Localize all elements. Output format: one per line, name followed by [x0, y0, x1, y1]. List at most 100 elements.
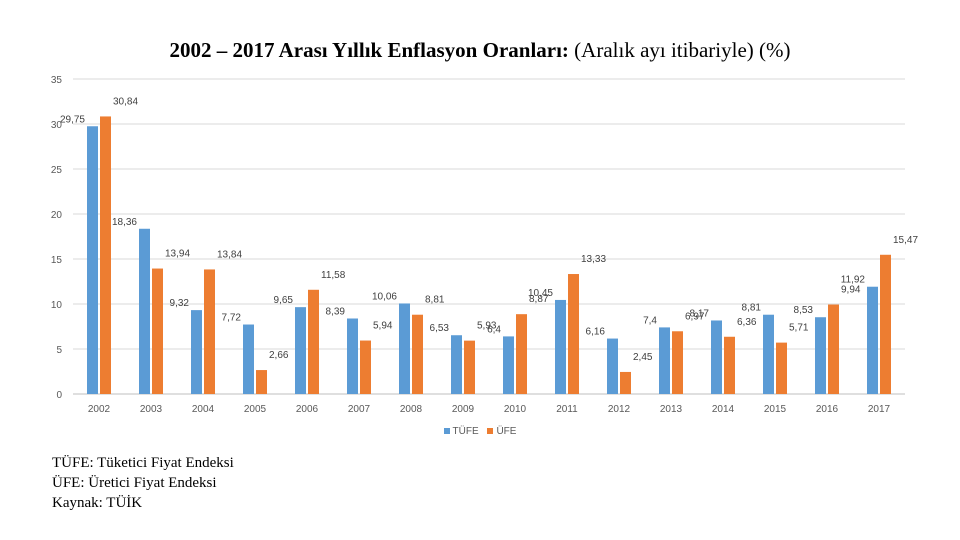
legend-swatch-ufe — [487, 428, 494, 435]
bar-tufe — [763, 314, 774, 394]
bar-tufe — [139, 228, 150, 394]
bar-ufe — [724, 336, 735, 394]
bar-tufe — [659, 327, 670, 394]
footnote-tufe: TÜFE: Tüketici Fiyat Endeksi — [52, 455, 234, 471]
bar-ufe — [568, 274, 579, 394]
y-tick-label: 15 — [51, 255, 63, 266]
bar-chart: 0 5 10 15 20 25 30 35 2002 2003 2004 2005 2006 2007 20… — [51, 75, 919, 415]
y-tick-label: 0 — [56, 390, 62, 401]
x-tick-label: 2016 — [816, 404, 839, 415]
data-label-ufe: 5,71 — [789, 323, 809, 334]
x-tick-label: 2007 — [348, 404, 371, 415]
legend-item-ufe: ÜFE — [487, 426, 516, 437]
data-label-tufe: 7,72 — [222, 313, 242, 324]
bar-ufe — [412, 314, 423, 394]
y-tick-label: 35 — [51, 75, 63, 86]
chart-legend: TÜFE ÜFE — [0, 426, 960, 437]
bar-ufe — [100, 116, 111, 394]
data-label-tufe: 7,4 — [643, 315, 657, 326]
bar-tufe — [815, 317, 826, 394]
data-label-ufe: 8,81 — [425, 295, 445, 306]
data-label-tufe: 11,92 — [841, 275, 866, 286]
chart-title: 2002 – 2017 Arası Yıllık Enflasyon Oranl… — [0, 38, 960, 63]
data-label-tufe: 9,65 — [274, 295, 294, 306]
data-label-tufe: 8,39 — [326, 306, 346, 317]
data-label-ufe: 13,33 — [581, 254, 606, 265]
legend-swatch-tufe — [443, 428, 450, 435]
x-tick-label: 2011 — [556, 404, 578, 415]
y-tick-label: 5 — [56, 345, 62, 356]
x-tick-label: 2009 — [452, 404, 475, 415]
bar-tufe — [243, 324, 254, 394]
bar-ufe — [464, 340, 475, 394]
data-label-ufe: 5,93 — [477, 321, 497, 332]
footnote-ufe: ÜFE: Üretici Fiyat Endeksi — [52, 475, 217, 491]
data-label-tufe: 10,06 — [372, 291, 397, 302]
data-label-tufe: 8,81 — [742, 303, 762, 314]
legend-label-tufe: TÜFE — [452, 426, 479, 437]
bar-tufe — [711, 320, 722, 394]
bar-ufe — [828, 304, 839, 394]
y-tick-label: 25 — [51, 165, 63, 176]
chart-title-sub: (Aralık ayı itibariyle) (%) — [568, 38, 791, 62]
data-label-tufe: 6,4 — [487, 324, 501, 335]
data-label-ufe: 13,94 — [165, 249, 190, 260]
bar-ufe — [620, 371, 631, 394]
data-label-tufe: 18,36 — [112, 217, 137, 228]
bar-tufe — [607, 338, 618, 394]
x-tick-label: 2004 — [192, 404, 215, 415]
y-tick-label: 30 — [51, 120, 63, 131]
data-label-ufe: 15,47 — [893, 235, 918, 246]
bar-ufe — [152, 268, 163, 394]
data-label-tufe: 8,53 — [794, 305, 814, 316]
data-label-tufe: 9,32 — [170, 298, 190, 309]
x-tick-label: 2002 — [88, 404, 111, 415]
data-label-ufe: 6,97 — [685, 311, 705, 322]
data-label-tufe: 6,53 — [430, 323, 450, 334]
data-label-tufe: 10,45 — [528, 288, 553, 299]
data-label-tufe: 29,75 — [60, 114, 85, 125]
legend-item-tufe: TÜFE — [443, 426, 479, 437]
bar-ufe — [308, 289, 319, 394]
data-label-tufe: 6,16 — [586, 327, 606, 338]
x-tick-label: 2003 — [140, 404, 163, 415]
data-label-ufe: 5,94 — [373, 321, 393, 332]
x-tick-label: 2017 — [868, 404, 891, 415]
data-label-tufe: 8,17 — [690, 308, 710, 319]
bar-tufe — [347, 318, 358, 394]
bar-tufe — [191, 310, 202, 394]
data-label-ufe: 8,87 — [529, 294, 549, 305]
bar-tufe — [87, 126, 98, 394]
x-tick-label: 2005 — [244, 404, 267, 415]
footnote-source: Kaynak: TÜİK — [52, 495, 143, 511]
x-tick-label: 2015 — [764, 404, 787, 415]
x-tick-label: 2013 — [660, 404, 683, 415]
y-tick-label: 20 — [51, 210, 63, 221]
bar-ufe — [204, 269, 215, 394]
x-tick-label: 2012 — [608, 404, 631, 415]
bar-ufe — [516, 314, 527, 394]
data-label-ufe: 11,58 — [321, 270, 346, 281]
bar-ufe — [256, 370, 267, 394]
bar-tufe — [295, 307, 306, 394]
x-tick-label: 2006 — [296, 404, 319, 415]
bar-tufe — [503, 336, 514, 394]
bar-tufe — [555, 299, 566, 394]
x-tick-label: 2008 — [400, 404, 423, 415]
data-label-ufe: 30,84 — [113, 96, 138, 107]
x-tick-label: 2014 — [712, 404, 735, 415]
footnotes: TÜFE: Tüketici Fiyat Endeksi ÜFE: Üretic… — [52, 453, 234, 513]
bar-ufe — [672, 331, 683, 394]
bar-tufe — [867, 286, 878, 394]
x-tick-label: 2010 — [504, 404, 527, 415]
data-label-ufe: 9,94 — [841, 285, 861, 296]
bar-tufe — [451, 335, 462, 394]
data-label-ufe: 6,36 — [737, 317, 757, 328]
y-tick-label: 10 — [51, 300, 63, 311]
data-label-ufe: 2,45 — [633, 352, 653, 363]
bar-ufe — [360, 340, 371, 394]
data-label-ufe: 2,66 — [269, 350, 289, 361]
bar-tufe — [399, 303, 410, 394]
bar-ufe — [776, 342, 787, 394]
data-label-ufe: 13,84 — [217, 249, 242, 260]
